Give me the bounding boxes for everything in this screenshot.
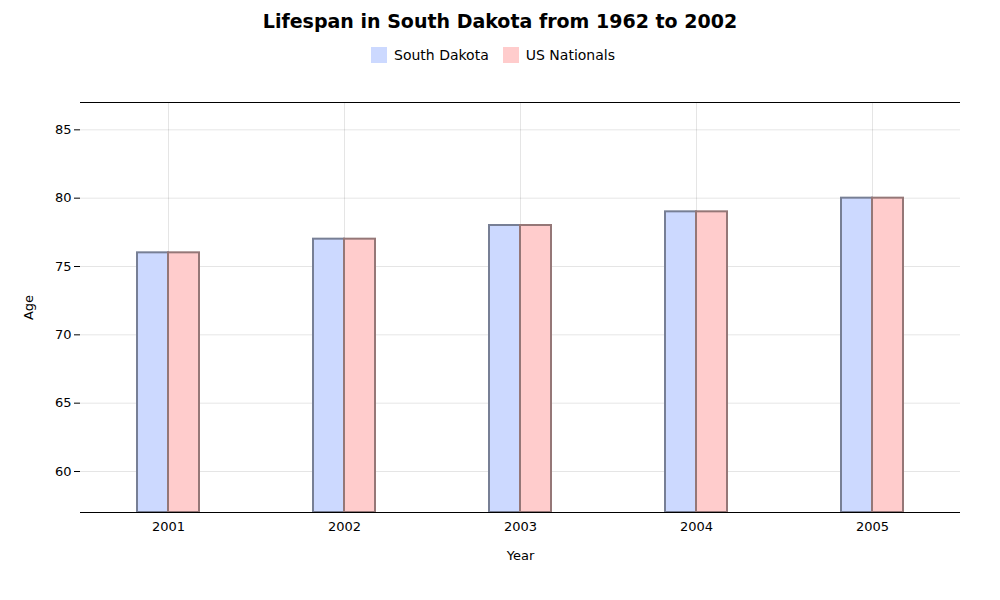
svg-text:2005: 2005 — [856, 519, 889, 534]
svg-text:80: 80 — [55, 190, 72, 205]
svg-text:Year: Year — [506, 548, 535, 563]
svg-text:60: 60 — [55, 464, 72, 479]
svg-text:2003: 2003 — [504, 519, 537, 534]
svg-text:70: 70 — [55, 327, 72, 342]
svg-text:2004: 2004 — [680, 519, 713, 534]
svg-text:75: 75 — [55, 259, 72, 274]
svg-text:2002: 2002 — [328, 519, 361, 534]
html-text:Lifespan in South Dakota from: Lifespan in South Dakota from 1962 to 20… — [262, 10, 738, 32]
svg-text:85: 85 — [55, 122, 72, 137]
svg-text:Age: Age — [21, 295, 36, 320]
html-text:US Nationals: US Nationals — [525, 46, 615, 63]
html-text:South Dakota: South Dakota — [394, 46, 489, 63]
svg-text:2001: 2001 — [152, 519, 185, 534]
svg-text:65: 65 — [55, 395, 72, 410]
